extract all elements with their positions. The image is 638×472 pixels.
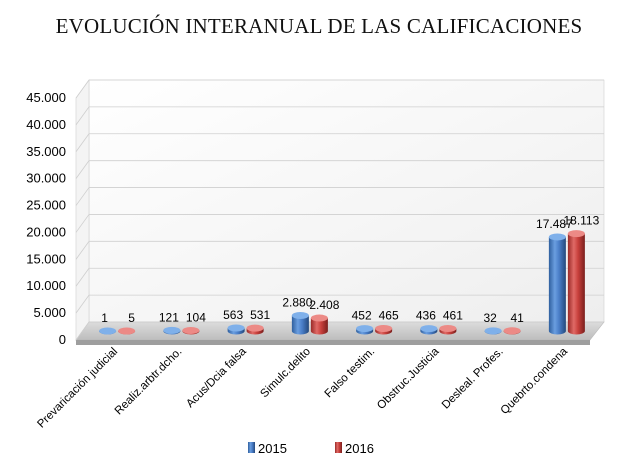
y-tick-label: 20.000 [26,224,66,239]
bar-top-2016-4 [310,314,328,322]
data-label-2015: 452 [352,309,372,323]
bar-2016-8 [567,233,585,335]
bar-top-2015-7 [484,327,502,335]
y-tick-label: 40.000 [26,117,66,132]
gridline-side [75,241,90,260]
x-tick-label: Prevaricación judicial [35,346,120,431]
bar-2016-4 [310,318,328,335]
y-tick-label: 30.000 [26,171,66,186]
bar-top-2015-3 [227,324,245,332]
y-tick-label: 15.000 [26,251,66,266]
bar-top-2016-6 [439,325,457,333]
plot-back-wall [88,79,605,323]
gridline-side [75,160,90,179]
data-label-2015: 2.880 [282,296,312,310]
y-tick-label: 45.000 [26,90,66,105]
y-tick-label: 5.000 [33,305,66,320]
chart-title: EVOLUCIÓN INTERANUAL DE LAS CALIFICACION… [55,14,583,38]
data-label-2016: 104 [186,310,206,324]
x-tick-label: Simulc.delito [258,346,313,401]
plot-side-wall [75,79,90,341]
data-label-2015: 17.487 [536,217,573,231]
gridline-side [75,79,90,99]
data-label-2015: 32 [483,311,497,325]
bar-top-2016-8 [567,230,585,238]
legend-label-2016: 2016 [345,441,374,456]
data-label-2016: 461 [443,309,463,323]
plot-floor [75,321,605,341]
data-label-2016: 2.408 [309,298,339,312]
bar-2015-8 [548,236,566,335]
bar-top-2016-3 [246,324,264,332]
bar-top-2015-1 [99,327,117,335]
data-label-2016: 531 [250,308,270,322]
bar-top-2015-2 [163,326,181,334]
x-tick-label: Quebrto.condena [499,345,571,417]
bar-top-2016-1 [118,327,136,335]
x-tick-label: Realiz.arbtr.dcho. [113,346,185,418]
bar-top-2015-5 [356,325,374,333]
x-tick-label: Desleal. Profes. [440,346,506,412]
bar-top-2016-2 [182,326,200,334]
gridline-side [75,321,90,341]
gridline-side [75,267,90,287]
data-label-2016: 5 [128,311,135,325]
bar-top-2015-6 [420,325,438,333]
gridline-side [75,214,90,233]
data-label-2016: 465 [379,308,399,322]
data-label-2016: 18.113 [563,214,599,228]
bar-top-2015-4 [291,312,309,320]
data-label-2015: 436 [416,309,436,323]
gridline-side [75,187,90,206]
y-tick-label: 25.000 [26,198,66,213]
bar-top-2015-8 [548,233,566,241]
legend-swatch-2016 [335,442,342,453]
gridline-side [75,133,90,153]
y-tick-label: 0 [59,332,66,347]
bar-top-2016-5 [375,324,393,332]
data-label-2016: 41 [510,311,524,325]
y-tick-label: 35.000 [26,144,66,159]
x-tick-label: Acus/Dcia falsa [184,345,249,410]
gridline-side [75,294,90,314]
bar-2015-4 [291,315,309,335]
data-label-2015: 563 [223,308,243,322]
plot-floor-edge [76,340,590,345]
x-tick-label: Falso testim. [323,346,378,401]
legend-swatch-2015 [248,442,255,453]
data-label-2015: 1 [101,311,108,325]
data-label-2015: 121 [159,310,179,324]
x-tick-label: Obstruc.Justicia [375,345,442,412]
legend-label-2015: 2015 [258,441,287,456]
y-tick-label: 10.000 [26,278,66,293]
bar-top-2016-7 [503,327,521,335]
gridline-side [75,106,90,126]
